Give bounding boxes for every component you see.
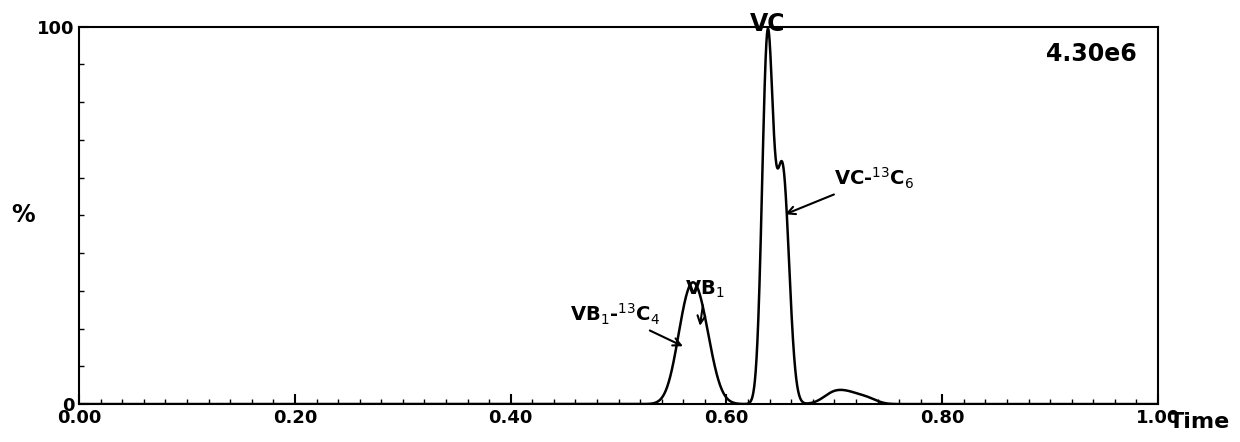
Text: VB$_1$: VB$_1$ bbox=[686, 278, 725, 324]
Text: VC: VC bbox=[750, 12, 785, 36]
Text: Time: Time bbox=[1169, 412, 1230, 432]
Text: VC-$^{13}$C$_6$: VC-$^{13}$C$_6$ bbox=[787, 165, 914, 214]
Text: VB$_1$-$^{13}$C$_4$: VB$_1$-$^{13}$C$_4$ bbox=[570, 301, 681, 346]
Text: 4.30e6: 4.30e6 bbox=[1045, 42, 1136, 66]
Y-axis label: %: % bbox=[11, 203, 35, 227]
